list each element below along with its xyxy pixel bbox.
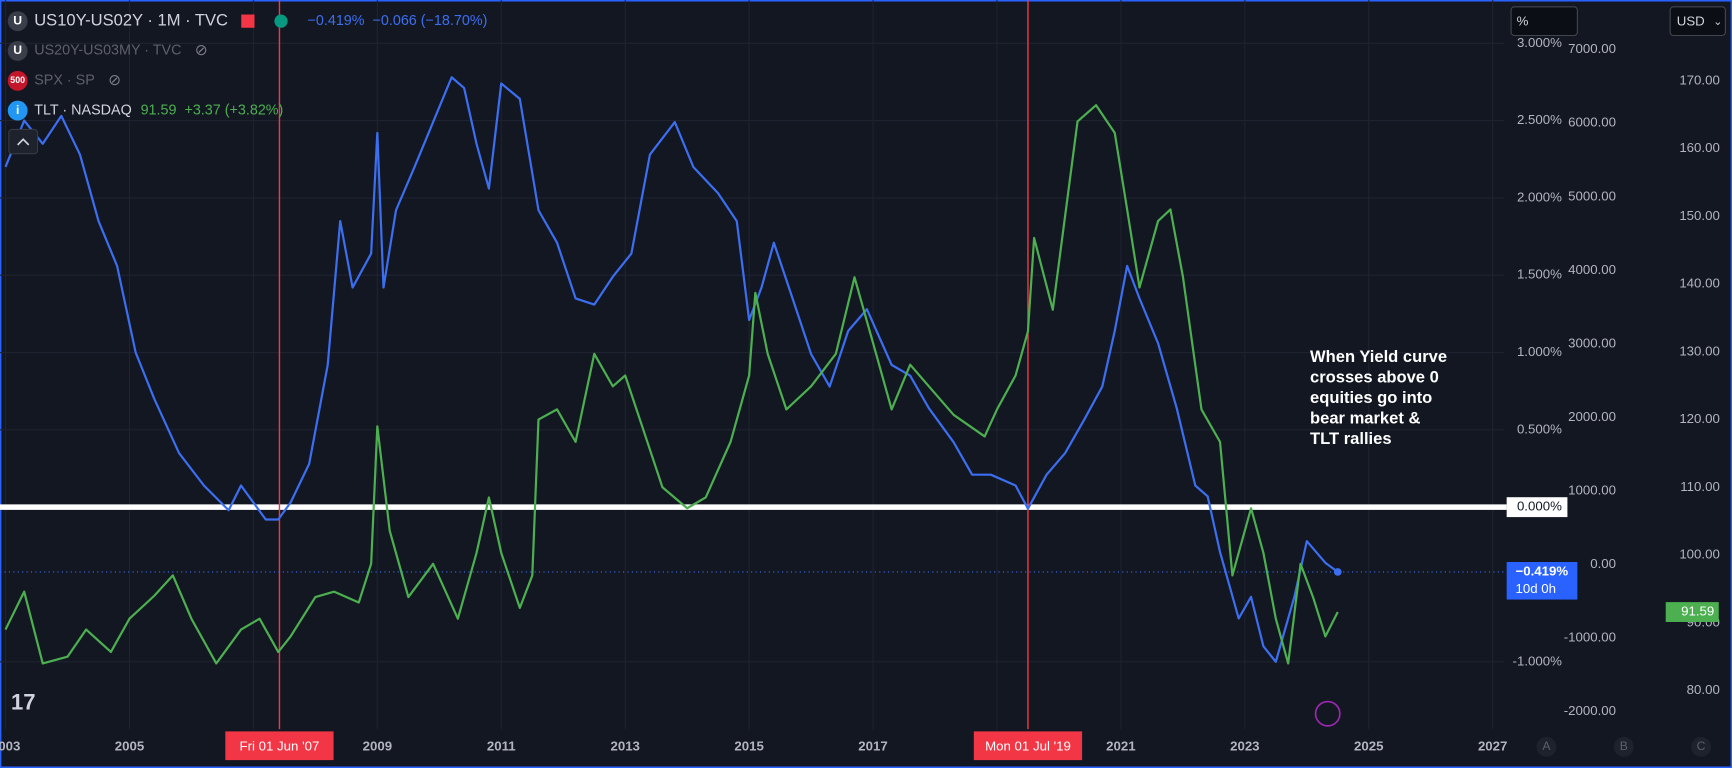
- y-tick-label: -1.000%: [1513, 653, 1563, 668]
- date-marker-label: Mon 01 Jul '19: [985, 738, 1071, 753]
- y-tick-label: 80.00: [1687, 682, 1720, 697]
- annotation-line: When Yield curve: [1310, 347, 1447, 366]
- y-tick-label: 5000.00: [1568, 188, 1616, 203]
- scale-button[interactable]: [1613, 736, 1634, 757]
- y-tick-label: 170.00: [1679, 72, 1720, 87]
- y-tick-label: -2000.00: [1564, 703, 1616, 718]
- hidden-eye-icon[interactable]: ⊘: [195, 42, 208, 59]
- scale-button[interactable]: [1691, 736, 1712, 757]
- y-tick-label: 130.00: [1679, 343, 1720, 358]
- scale-button-label: B: [1620, 739, 1628, 753]
- scale-button-label: A: [1542, 739, 1551, 753]
- scale-button-label: C: [1697, 739, 1706, 753]
- y-tick-label: 0.500%: [1517, 421, 1562, 436]
- dropdown-arrow: ⌄: [1713, 16, 1722, 28]
- currency-select[interactable]: [1669, 6, 1726, 37]
- date-marker-label: Fri 01 Jun '07: [240, 738, 320, 753]
- x-tick-label: 2005: [115, 738, 144, 753]
- flash-icon[interactable]: [1314, 700, 1341, 727]
- y-tick-label: 4000.00: [1568, 262, 1616, 277]
- x-tick-label: 2015: [734, 738, 763, 753]
- zero-label-box: [1506, 497, 1568, 518]
- y-tick-label: 6000.00: [1568, 115, 1616, 130]
- legend-name[interactable]: US10Y-US02Y · 1M · TVC: [34, 11, 228, 30]
- zero-label: 0.000%: [1517, 499, 1562, 514]
- series-line: [4, 104, 1339, 665]
- y-tick-label: 0.00: [1590, 556, 1616, 571]
- legend-icon: [7, 41, 28, 61]
- legend-icon-text: U: [13, 43, 22, 57]
- legend-status: [274, 14, 288, 28]
- x-tick-label: 2027: [1478, 738, 1507, 753]
- legend-icon-text: U: [13, 13, 22, 27]
- x-tick-label: 2017: [858, 738, 887, 753]
- legend-stats: 91.59 +3.37 (+3.82%): [141, 102, 284, 118]
- annotation: When Yield curve crosses above 0 equities …: [1310, 347, 1447, 448]
- y-tick-label: 2.500%: [1517, 112, 1562, 127]
- x-tick-label: 2009: [363, 738, 392, 753]
- legend-name[interactable]: SPX · SP: [34, 73, 95, 89]
- annotation-line: equities go into: [1310, 388, 1432, 407]
- legend-name[interactable]: TLT · NASDAQ: [34, 102, 131, 118]
- last-value-label: −0.419%: [1516, 563, 1569, 578]
- countdown-label: 10d 0h: [1516, 581, 1557, 596]
- y-tick-label: 1000.00: [1568, 483, 1616, 498]
- collapse-arrow: [17, 138, 30, 146]
- y-tick-label: 2.000%: [1517, 189, 1562, 204]
- y-tick-label: 2000.00: [1568, 409, 1616, 424]
- legend-icon: [7, 100, 28, 121]
- last-value-label: 91.59: [1681, 604, 1714, 619]
- logo: 17: [11, 690, 36, 715]
- y-tick-label: 140.00: [1679, 276, 1720, 291]
- annotation-line: bear market &: [1310, 409, 1420, 428]
- y-tick-label: 150.00: [1679, 208, 1720, 223]
- x-tick-label: 2023: [1230, 738, 1259, 753]
- last-value-box: [1506, 561, 1578, 600]
- percent-input[interactable]: [1510, 6, 1578, 37]
- y-tick-label: 3.000%: [1517, 35, 1562, 50]
- y-tick-label: 110.00: [1680, 479, 1720, 494]
- collapse-button[interactable]: [8, 128, 39, 155]
- legend-icon: [7, 70, 28, 91]
- last-value-box: [1665, 602, 1719, 622]
- legend-icon-text: i: [16, 103, 19, 117]
- legend-icon-text: 500: [10, 75, 25, 85]
- y-tick-label: 120.00: [1679, 411, 1720, 426]
- percent-input-text: %: [1517, 14, 1529, 29]
- annotation-line: crosses above 0: [1310, 368, 1439, 387]
- x-tick-label: 2025: [1354, 738, 1383, 753]
- hidden-eye-icon[interactable]: ⊘: [108, 72, 121, 89]
- x-tick-label: 2011: [487, 738, 516, 753]
- y-tick-label: -1000.00: [1564, 630, 1616, 645]
- annotation-line: TLT rallies: [1310, 429, 1392, 448]
- x-tick-label: 2003: [0, 738, 20, 753]
- y-tick-label: 100.00: [1679, 547, 1720, 562]
- date-marker-box: [973, 731, 1083, 761]
- series-line: [4, 76, 1339, 663]
- y-tick-label: 160.00: [1679, 140, 1720, 155]
- scale-button[interactable]: [1536, 736, 1557, 757]
- x-tick-label: 2013: [610, 738, 639, 753]
- legend-icon: [7, 11, 28, 32]
- currency-text: USD: [1677, 14, 1705, 29]
- legend-flag: [241, 14, 255, 28]
- y-tick-label: 3000.00: [1568, 335, 1616, 350]
- legend-name[interactable]: US20Y-US03MY · TVC: [34, 43, 181, 59]
- y-tick-label: 7000.00: [1568, 41, 1616, 56]
- legend-stats: −0.419% −0.066 (−18.70%): [308, 13, 488, 29]
- y-tick-label: 1.500%: [1517, 267, 1562, 282]
- y-tick-label: 1.000%: [1517, 344, 1562, 359]
- last-value-dot: [1333, 568, 1342, 576]
- date-marker-box: [225, 731, 334, 761]
- x-tick-label: 2021: [1106, 738, 1135, 753]
